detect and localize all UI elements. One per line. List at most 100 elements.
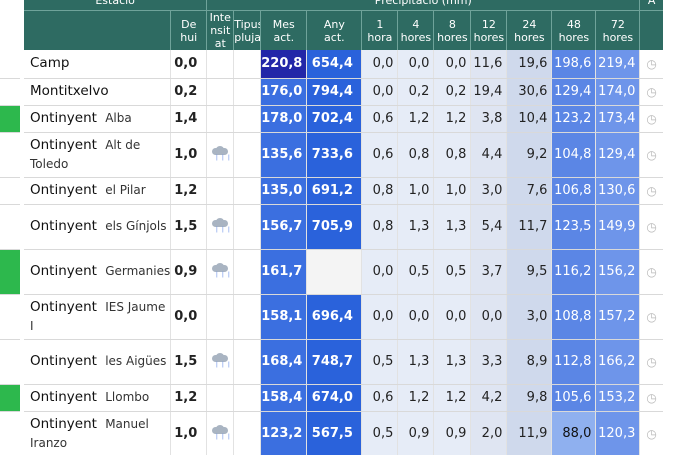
header-mes-act[interactable]: Mes act. [260, 10, 308, 50]
active-station-marker [0, 249, 20, 295]
station-row[interactable]: Ontinyent Manuel Iranzo 1,0 ❘❘❘ 123,2 567,5 0… [0, 411, 663, 455]
station-row[interactable]: Ontinyent Alba 1,4 178,0 702,4 0,6 1,2 1,2 3,8 1… [0, 105, 663, 133]
row-gap [20, 132, 24, 177]
h24-value: 8,9 [506, 339, 553, 385]
station-name-cell[interactable]: Camp [24, 50, 172, 79]
h8-value: 1,2 [433, 384, 472, 412]
station-name-cell[interactable]: Ontinyent Llombo [24, 384, 172, 412]
station-name[interactable]: Montitxelvo [30, 83, 109, 99]
h48-value: 88,0 [551, 411, 597, 455]
station-name[interactable]: Ontinyent [30, 298, 97, 315]
h4-value: 0,5 [397, 249, 435, 295]
h4-value: 0,9 [397, 411, 435, 455]
active-station-marker [0, 177, 20, 205]
header-8-hores-label: 8 hores [437, 17, 468, 44]
header-tipus-pluja-label: Tipus pluja [234, 17, 261, 44]
history-cell[interactable]: ◷ [639, 384, 663, 412]
header-1-hora[interactable]: 1 hora [361, 10, 399, 50]
header-de-hui[interactable]: De hui [170, 10, 208, 50]
de-hui-value: 1,0 [170, 132, 208, 178]
station-sublocation: les Aigües [105, 354, 167, 368]
header-a[interactable]: A [639, 0, 663, 11]
header-estacio[interactable]: Estació [24, 0, 208, 11]
any-act-value [306, 249, 363, 295]
rain-type-cell [233, 294, 262, 340]
station-row[interactable]: Ontinyent les Aigües 1,5 ❘❘❘ 168,4 748,7 0,5 1… [0, 339, 663, 385]
history-cell[interactable]: ◷ [639, 177, 663, 205]
intensity-cell: ❘❘❘ [206, 411, 235, 455]
clock-icon[interactable]: ◷ [646, 111, 657, 126]
station-name-cell[interactable]: Ontinyent IES Jaume I [24, 294, 172, 340]
h12-value: 19,4 [470, 78, 508, 106]
h4-value: 1,2 [397, 384, 435, 412]
station-name[interactable]: Ontinyent [30, 182, 97, 198]
active-station-marker [0, 339, 20, 385]
h72-value: 174,0 [595, 78, 641, 106]
station-name-cell[interactable]: Ontinyent els Gínjols [24, 204, 172, 250]
intensity-cell: ❘❘❘ [206, 249, 235, 295]
clock-icon[interactable]: ◷ [646, 56, 657, 71]
header-48-hores[interactable]: 48 hores [551, 10, 597, 50]
clock-icon[interactable]: ◷ [646, 147, 657, 162]
station-name-cell[interactable]: Ontinyent les Aigües [24, 339, 172, 385]
clock-icon[interactable]: ◷ [646, 183, 657, 198]
station-name-cell[interactable]: Ontinyent Germanies [24, 249, 172, 295]
station-row[interactable]: Camp 0,0 220,8 654,4 0,0 0,0 0,0 11,6 19,6 198,6 2… [0, 50, 663, 79]
header-72-hores[interactable]: 72 hores [595, 10, 641, 50]
station-row[interactable]: Ontinyent Llombo 1,2 158,4 674,0 0,6 1,2 1,2 4,… [0, 384, 663, 412]
active-station-marker [0, 294, 20, 340]
header-intensitat[interactable]: Intensitat [206, 10, 235, 50]
clock-icon[interactable]: ◷ [646, 264, 657, 279]
station-row[interactable]: Ontinyent Alt de Toledo 1,0 ❘❘❘ 135,6 733,6 0… [0, 132, 663, 178]
header-tipus-pluja[interactable]: Tipus pluja [233, 10, 262, 50]
history-cell[interactable]: ◷ [639, 105, 663, 133]
station-name-cell[interactable]: Ontinyent el Pilar [24, 177, 172, 205]
station-row[interactable]: Ontinyent Germanies 0,9 ❘❘❘ 161,7 0,0 0,5 0,5 3… [0, 249, 663, 295]
history-cell[interactable]: ◷ [639, 78, 663, 106]
station-name[interactable]: Ontinyent [30, 110, 97, 126]
history-cell[interactable]: ◷ [639, 50, 663, 79]
station-row[interactable]: Ontinyent el Pilar 1,2 135,0 691,2 0,8 1,0 1,0… [0, 177, 663, 205]
station-row[interactable]: Ontinyent IES Jaume I 0,0 158,1 696,4 0,0 0,0… [0, 294, 663, 340]
history-cell[interactable]: ◷ [639, 294, 663, 340]
station-name-cell[interactable]: Ontinyent Manuel Iranzo [24, 411, 172, 455]
station-name-cell[interactable]: Ontinyent Alt de Toledo [24, 132, 172, 178]
de-hui-value: 1,4 [170, 105, 208, 133]
station-name[interactable]: Ontinyent [30, 218, 97, 234]
header-any-act[interactable]: Any act. [306, 10, 363, 50]
clock-icon[interactable]: ◷ [646, 219, 657, 234]
history-cell[interactable]: ◷ [639, 411, 663, 455]
header-4-hores[interactable]: 4 hores [397, 10, 435, 50]
station-row[interactable]: Montitxelvo 0,2 176,0 794,4 0,0 0,2 0,2 19,4 30,… [0, 78, 663, 106]
clock-icon[interactable]: ◷ [646, 309, 657, 324]
station-name[interactable]: Camp [30, 55, 70, 72]
clock-icon[interactable]: ◷ [646, 354, 657, 369]
history-cell[interactable]: ◷ [639, 204, 663, 250]
clock-icon[interactable]: ◷ [646, 426, 657, 441]
clock-icon[interactable]: ◷ [646, 84, 657, 99]
history-cell[interactable]: ◷ [639, 339, 663, 385]
header-8-hores[interactable]: 8 hores [433, 10, 472, 50]
station-name-cell[interactable]: Ontinyent Alba [24, 105, 172, 133]
station-name[interactable]: Ontinyent [30, 389, 97, 405]
history-cell[interactable]: ◷ [639, 132, 663, 178]
mes-act-value: 123,2 [260, 411, 308, 455]
station-name[interactable]: Ontinyent [30, 136, 97, 153]
station-row[interactable]: Ontinyent els Gínjols 1,5 ❘❘❘ 156,7 705,9 0,8… [0, 204, 663, 250]
active-station-marker [0, 50, 20, 79]
station-name-cell[interactable]: Montitxelvo [24, 78, 172, 106]
h4-value: 0,0 [397, 294, 435, 340]
header-spacer [20, 10, 24, 50]
header-12-hores[interactable]: 12 hores [470, 10, 508, 50]
h12-value: 4,2 [470, 384, 508, 412]
history-cell[interactable]: ◷ [639, 249, 663, 295]
header-12-hores-label: 12 hores [473, 17, 505, 44]
station-name[interactable]: Ontinyent [30, 263, 97, 279]
station-name[interactable]: Ontinyent [30, 353, 97, 369]
rain-cloud-icon: ❘❘❘ [211, 217, 231, 232]
station-name[interactable]: Ontinyent [30, 415, 97, 432]
clock-icon[interactable]: ◷ [646, 390, 657, 405]
header-24-hores[interactable]: 24 hores [506, 10, 553, 50]
rain-type-cell [233, 384, 262, 412]
de-hui-value: 0,2 [170, 78, 208, 106]
